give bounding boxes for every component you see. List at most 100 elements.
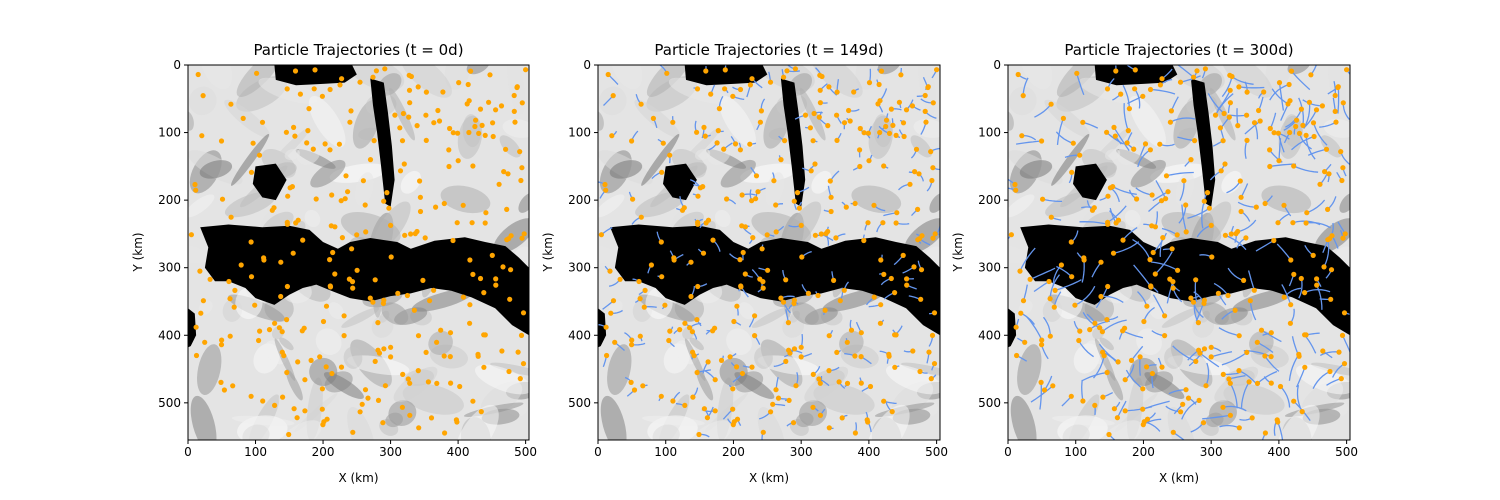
x-tick-label: 200 bbox=[312, 445, 335, 459]
y-tick-label: 500 bbox=[158, 396, 181, 410]
particle-point bbox=[472, 123, 478, 130]
trajectory-line bbox=[1026, 316, 1043, 341]
particle-point bbox=[514, 84, 520, 90]
particle-point bbox=[219, 196, 226, 202]
trajectory-line bbox=[1123, 103, 1129, 131]
particle-point bbox=[782, 138, 788, 144]
trajectory-line bbox=[1219, 424, 1240, 429]
trajectory-line bbox=[1170, 96, 1179, 112]
particle-point bbox=[1290, 220, 1296, 226]
particle-point bbox=[1104, 369, 1110, 376]
particle-point bbox=[450, 130, 456, 136]
trajectory-line bbox=[1161, 227, 1178, 236]
field-blob bbox=[751, 307, 790, 328]
particle-point bbox=[372, 358, 378, 364]
particle-point bbox=[1195, 320, 1201, 326]
particle-point bbox=[612, 339, 618, 345]
trajectory-line bbox=[1115, 65, 1117, 72]
particle-point bbox=[783, 277, 789, 283]
trajectory-line bbox=[1271, 88, 1289, 105]
particle-point bbox=[388, 354, 394, 360]
particle-point bbox=[1246, 379, 1252, 385]
trajectory-line bbox=[1211, 351, 1233, 358]
particle-point bbox=[427, 298, 433, 304]
trajectory-line bbox=[1304, 334, 1317, 354]
field-blob bbox=[689, 337, 704, 351]
field-blob bbox=[1136, 328, 1162, 356]
particle-point bbox=[1144, 416, 1151, 422]
particle-point bbox=[469, 220, 475, 226]
particle-point bbox=[1047, 296, 1053, 302]
panel-3-y-ticks: 0 100 200 300 400 500 bbox=[978, 58, 1008, 410]
particle-point bbox=[285, 193, 291, 199]
particle-point bbox=[638, 214, 644, 220]
particle-point bbox=[1113, 68, 1119, 74]
particle-point bbox=[518, 332, 525, 338]
particle-point bbox=[1069, 169, 1075, 175]
trajectory-line bbox=[1221, 351, 1248, 366]
particle-point bbox=[700, 250, 707, 256]
particle-point bbox=[481, 290, 487, 296]
particle-point bbox=[922, 108, 928, 114]
field-blob bbox=[502, 119, 529, 138]
particle-point bbox=[1226, 376, 1232, 382]
particle-point bbox=[926, 349, 932, 355]
particle-point bbox=[822, 307, 828, 313]
particle-point bbox=[415, 368, 421, 374]
particle-point bbox=[1128, 357, 1135, 363]
trajectory-line bbox=[1307, 148, 1327, 156]
particle-point bbox=[865, 220, 871, 226]
particle-point bbox=[828, 194, 834, 200]
trajectory-line bbox=[1152, 294, 1166, 317]
particle-point bbox=[1157, 82, 1163, 88]
particle-point bbox=[695, 193, 701, 199]
particle-point bbox=[1126, 106, 1132, 112]
particle-point bbox=[1275, 130, 1281, 136]
particle-point bbox=[1236, 368, 1242, 374]
particle-point bbox=[930, 100, 936, 106]
particle-point bbox=[753, 173, 760, 179]
particle-point bbox=[755, 189, 761, 195]
trajectory-line bbox=[1106, 131, 1124, 145]
particle-point bbox=[400, 110, 406, 117]
particle-point bbox=[1047, 333, 1053, 339]
trajectory-line bbox=[1277, 421, 1284, 440]
particle-point bbox=[794, 190, 801, 196]
particle-point bbox=[392, 112, 398, 118]
particle-point bbox=[1163, 173, 1170, 179]
x-tick-label: 500 bbox=[1335, 445, 1358, 459]
particle-point bbox=[363, 229, 369, 235]
particle-point bbox=[1261, 89, 1267, 95]
particle-point bbox=[695, 283, 701, 290]
particle-point bbox=[435, 107, 441, 114]
particle-point bbox=[512, 119, 518, 125]
field-blob bbox=[765, 172, 785, 206]
particle-point bbox=[666, 337, 672, 344]
particle-point bbox=[1208, 344, 1214, 350]
particle-point bbox=[388, 222, 394, 228]
field-blob bbox=[1144, 372, 1185, 399]
trajectory-line bbox=[1207, 93, 1225, 114]
trajectory-line bbox=[1082, 121, 1099, 129]
particle-point bbox=[1018, 310, 1024, 316]
particle-point bbox=[641, 304, 647, 310]
particle-point bbox=[815, 292, 821, 299]
trajectory-line bbox=[1298, 133, 1312, 150]
particle-point bbox=[406, 114, 412, 120]
trajectory-line bbox=[1148, 200, 1162, 212]
particle-point bbox=[1140, 422, 1146, 428]
particle-point bbox=[836, 379, 842, 385]
particle-point bbox=[417, 178, 423, 184]
particle-point bbox=[511, 92, 517, 99]
particle-point bbox=[1268, 330, 1274, 336]
field-blob bbox=[400, 170, 422, 194]
particle-point bbox=[1148, 284, 1154, 290]
trajectory-line bbox=[1306, 221, 1331, 229]
panel-2-plot bbox=[598, 65, 940, 440]
particle-point bbox=[888, 275, 894, 282]
particle-point bbox=[1099, 329, 1105, 335]
field-blob bbox=[266, 127, 310, 171]
particle-point bbox=[1174, 232, 1180, 238]
trajectory-line bbox=[1122, 227, 1138, 241]
particle-point bbox=[386, 205, 392, 211]
